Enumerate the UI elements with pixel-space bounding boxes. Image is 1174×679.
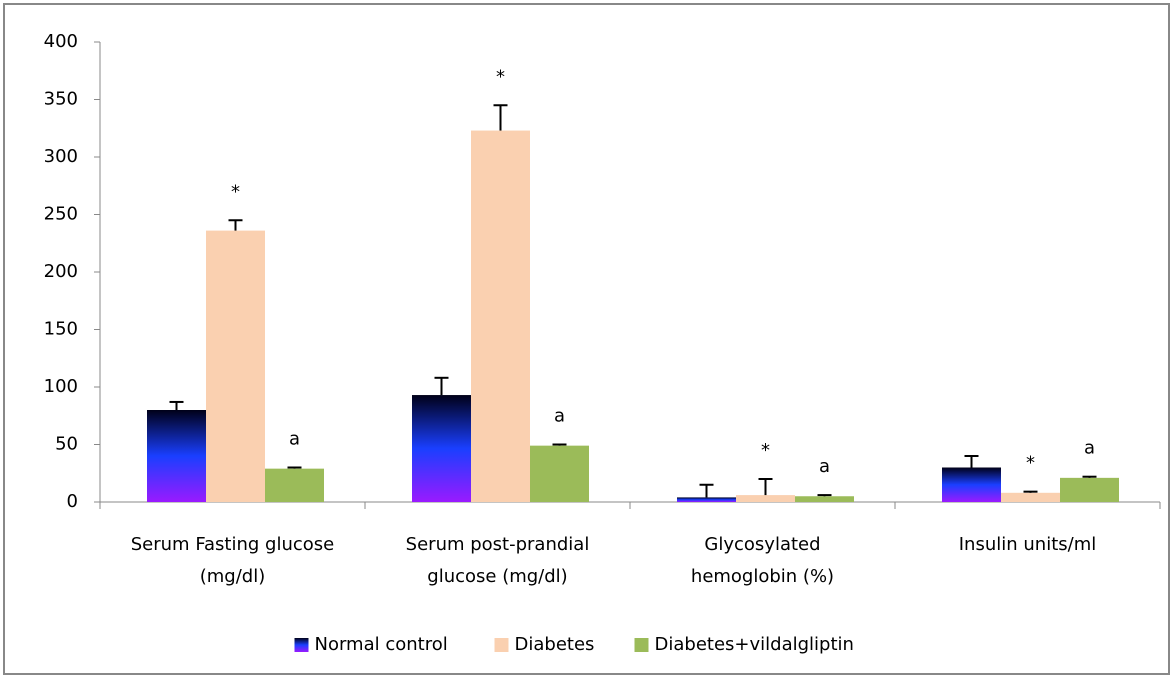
- bar: [677, 497, 736, 502]
- y-tick-label: 400: [44, 31, 78, 52]
- bar: [1060, 477, 1119, 502]
- error-bar: [1082, 475, 1097, 478]
- y-tick-label: 300: [44, 146, 78, 167]
- annotation: a: [289, 429, 300, 450]
- annotation: *: [496, 66, 505, 87]
- x-tick-label: hemoglobin (%): [691, 566, 834, 587]
- bar: [147, 410, 206, 502]
- error-bar: [699, 483, 714, 498]
- bar: [736, 495, 795, 502]
- error-bar: [1023, 490, 1038, 493]
- x-tick-label: Serum Fasting glucose: [131, 534, 334, 555]
- annotation: a: [554, 406, 565, 427]
- x-tick-label: glucose (mg/dl): [427, 566, 567, 587]
- bar: [530, 445, 589, 502]
- y-tick-label: 150: [44, 319, 78, 340]
- x-tick-label: Insulin units/ml: [959, 534, 1097, 555]
- y-tick-label: 350: [44, 89, 78, 110]
- bar: [942, 467, 1001, 502]
- y-tick-label: 250: [44, 204, 78, 225]
- bar: [206, 230, 265, 502]
- legend-label: Diabetes+vildalgliptin: [655, 634, 854, 655]
- annotation: *: [231, 181, 240, 202]
- legend-swatch: [494, 638, 509, 652]
- x-tick-label: Serum post-prandial: [406, 534, 590, 555]
- error-bar: [434, 376, 449, 396]
- error-bar: [228, 219, 243, 231]
- error-bar: [169, 400, 184, 410]
- legend-swatch: [634, 638, 649, 652]
- bar: [1001, 492, 1060, 502]
- bar: [265, 468, 324, 502]
- error-bar: [758, 478, 773, 496]
- annotation: a: [1084, 438, 1095, 459]
- y-tick-label: 100: [44, 376, 78, 397]
- error-bar: [287, 466, 302, 469]
- annotation: a: [819, 456, 830, 477]
- chart-frame: [3, 3, 1170, 675]
- bar: [412, 395, 471, 502]
- bar: [471, 130, 530, 503]
- annotation: *: [1026, 453, 1035, 474]
- legend-label: Normal control: [315, 634, 448, 655]
- error-bar: [817, 494, 832, 497]
- x-tick-label: Glycosylated: [704, 534, 820, 555]
- legend-swatch: [294, 638, 309, 652]
- y-tick-label: 0: [67, 491, 78, 512]
- error-bar: [493, 104, 508, 131]
- y-tick-label: 50: [55, 434, 78, 455]
- error-bar: [552, 443, 567, 446]
- bar: [795, 496, 854, 502]
- error-bar: [964, 455, 979, 468]
- annotation: *: [761, 440, 770, 461]
- legend-label: Diabetes: [515, 634, 595, 655]
- x-tick-label: (mg/dl): [200, 566, 266, 587]
- y-tick-label: 200: [44, 261, 78, 282]
